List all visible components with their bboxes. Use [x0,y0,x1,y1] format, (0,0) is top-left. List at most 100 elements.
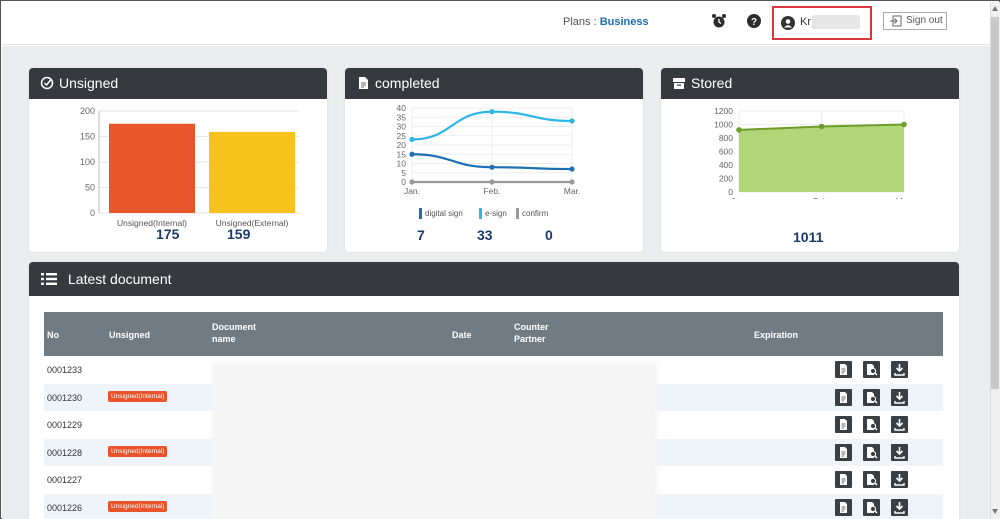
column-header-date[interactable]: Date [452,330,472,340]
column-header-counter-partner-line1: Counter [514,322,549,332]
legend-swatch-confirm [516,208,519,219]
preview-search-icon[interactable] [863,471,880,488]
completed-card-header: completed [345,68,643,99]
completed-card: completed 0 5 10 15 20 25 30 35 40 Jan. Feb. Mar. d… [345,68,643,252]
download-icon[interactable] [891,498,908,516]
x-tick-label: Feb. [813,196,830,199]
help-icon[interactable]: ? [746,13,762,29]
view-document-icon[interactable] [835,416,852,433]
view-document-icon[interactable] [835,471,852,488]
view-document-icon[interactable] [835,388,852,406]
row-number: 0001228 [47,447,83,458]
column-header-counter-partner-line2: Partner [514,334,546,344]
view-document-icon[interactable] [835,498,852,516]
stored-card: Stored 0 200 400 600 800 1000 1200 Jan. Feb. Mar.… [661,68,959,252]
data-point [489,164,495,170]
x-tick-label: Mar. [896,196,913,199]
y-tick-label: 35 [397,112,407,122]
column-header-no[interactable]: No [47,330,59,340]
y-tick-label: 5 [401,168,406,178]
scrollbar-thumb[interactable] [991,17,999,389]
y-tick-label: 200 [719,174,733,184]
y-tick-label: 10 [397,159,407,169]
check-circle-icon [40,76,54,90]
redacted-document-details [212,362,657,519]
row-number: 0001233 [47,365,83,375]
preview-search-icon[interactable] [863,443,880,461]
legend-label-e-sign: e-sign [485,209,507,218]
column-header-counter-partner[interactable]: Counter Partner [514,321,549,345]
y-tick-label: 1200 [714,106,733,116]
status-badge: Unsigned(Internal) [108,390,168,402]
column-header-document-name[interactable]: Document name [212,321,256,345]
data-point [409,179,415,185]
y-tick-label: 40 [397,103,407,113]
sign-out-button[interactable]: Sign out [883,12,947,30]
scroll-up-arrow-icon[interactable] [992,6,998,11]
y-tick-label: 25 [397,131,407,141]
top-bar: Plans : Business ? Kr [2,2,990,45]
download-icon[interactable] [891,443,908,461]
download-icon[interactable] [891,361,908,378]
legend-label-confirm: confirm [522,209,549,218]
area-fill [739,124,904,192]
document-icon [359,77,368,89]
data-point [901,121,907,128]
column-header-unsigned[interactable]: Unsigned [109,330,151,340]
x-tick-label: Jan. [404,186,420,195]
completed-card-title: completed [375,75,440,91]
plans-value[interactable]: Business [599,16,649,28]
view-document-icon[interactable] [835,361,852,378]
legend-swatch-digital-sign [419,208,422,219]
user-name: Kr [800,16,811,28]
y-tick-label: 400 [719,160,733,170]
data-point [569,179,575,185]
download-icon[interactable] [891,471,908,488]
data-point [489,179,495,185]
latest-document-title: Latest document [68,271,172,287]
row-number: 0001229 [47,420,83,430]
row-number: 0001230 [47,392,83,403]
user-avatar-icon [781,16,795,30]
y-tick-label: 200 [80,106,95,116]
legend-swatch-e-sign [479,208,482,219]
y-tick-label: 30 [397,122,407,132]
y-tick-label: 0 [728,187,733,197]
x-category-label: Unsigned(Internal) [117,218,187,228]
sign-out-icon [890,15,902,27]
alarm-clock-icon[interactable] [711,13,727,29]
completed-legend: digital sign e-sign confirm [419,208,599,220]
y-tick-label: 20 [397,140,407,150]
unsigned-internal-total: 175 [156,226,180,242]
x-tick-label: Feb. [483,186,500,195]
y-tick-label: 100 [80,157,95,167]
plans-label: Plans : [563,16,597,28]
svg-text:?: ? [751,17,757,28]
y-tick-label: 800 [719,133,733,143]
user-menu[interactable]: Kr [772,6,872,40]
legend-label-digital-sign: digital sign [425,209,463,218]
preview-search-icon[interactable] [863,498,880,516]
view-document-icon[interactable] [835,443,852,461]
row-number: 0001226 [47,502,83,513]
unsigned-card-title: Unsigned [59,75,119,91]
redacted-user-name [812,15,860,29]
table-row[interactable]: 0001227 [44,466,943,494]
stored-card-header: Stored [661,68,959,99]
download-icon[interactable] [891,388,908,406]
plan-indicator: Plans : Business [563,16,649,28]
data-point [569,166,575,172]
preview-search-icon[interactable] [863,388,880,406]
table-row[interactable]: 0001233 [44,356,943,384]
preview-search-icon[interactable] [863,416,880,433]
column-header-document-name-line2: name [212,334,236,344]
table-row[interactable]: 0001229 [44,411,943,439]
scroll-down-arrow-icon[interactable] [992,509,998,514]
download-icon[interactable] [891,416,908,433]
column-header-expiration[interactable]: Expiration [754,330,799,340]
x-tick-label: Mar. [564,186,581,195]
dashboard-content: Unsigned 0 50 100 150 200 Unsigned(Internal) U… [2,46,990,519]
data-point [489,109,495,115]
preview-search-icon[interactable] [863,361,880,378]
